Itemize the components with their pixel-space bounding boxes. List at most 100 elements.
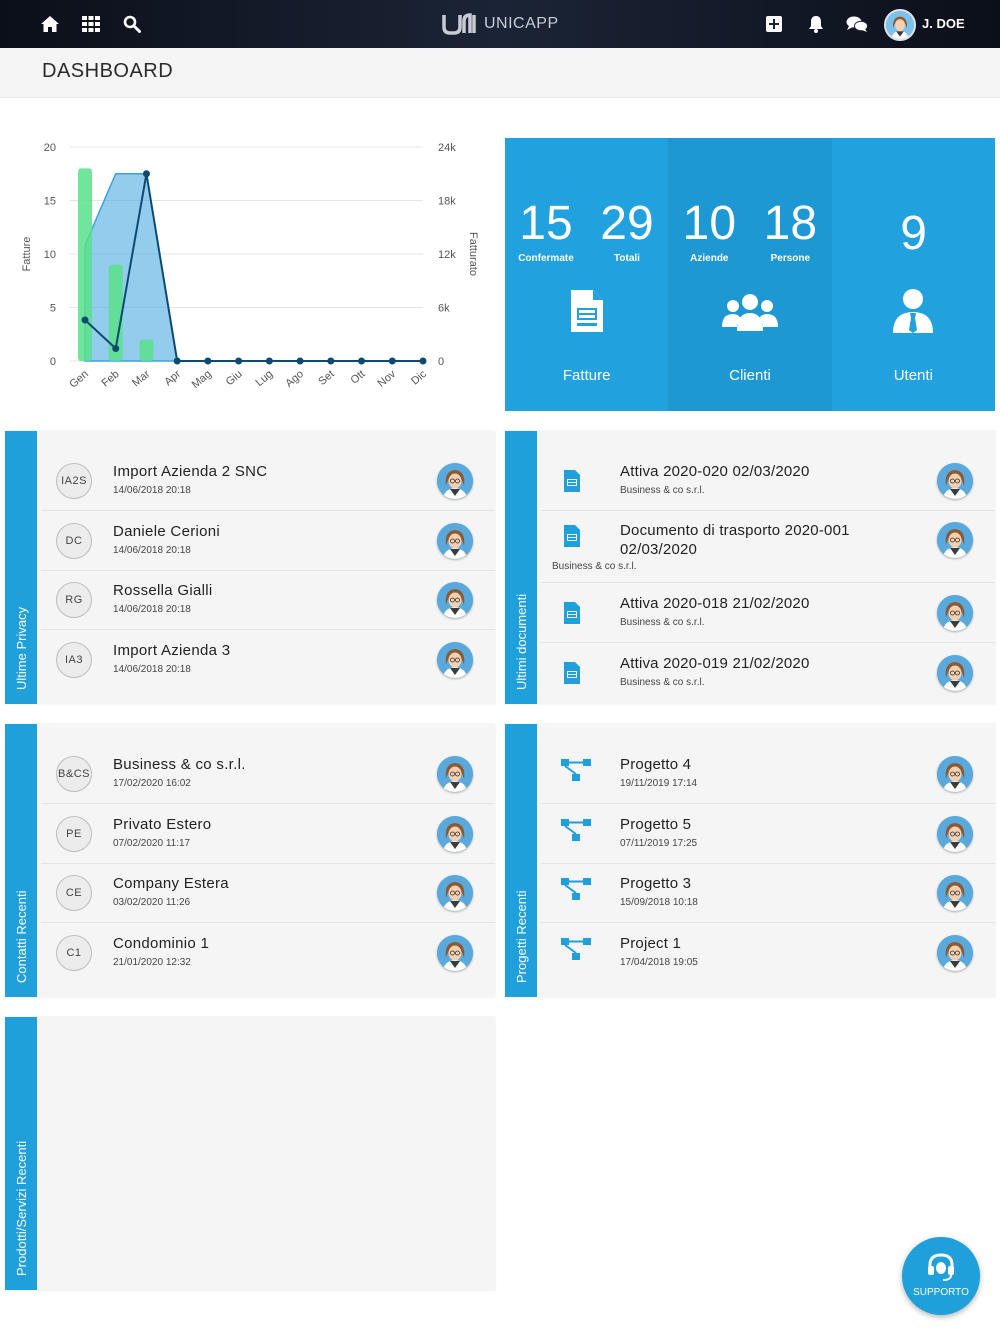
row-title: Attiva 2020-020 02/03/2020: [620, 463, 810, 480]
row-title: Progetto 5: [620, 816, 692, 833]
row-title: Daniele Cerioni: [113, 523, 221, 540]
avatar: [937, 756, 973, 792]
y2-tick-label: 18k: [438, 196, 456, 208]
y2-tick-label: 24k: [438, 142, 456, 154]
page-header: DASHBOARD: [0, 48, 1000, 98]
avatar: [437, 523, 473, 559]
fatture-totali-label: Totali: [614, 253, 640, 264]
users-icon: [721, 293, 779, 338]
headset-icon: [928, 1253, 954, 1281]
contact-row[interactable]: B&CS Business & co s.r.l. 17/02/2020 16:…: [41, 744, 495, 804]
line-point: [81, 316, 89, 324]
support-label: SUPPORTO: [913, 1287, 969, 1298]
project-row[interactable]: Project 1 17/04/2018 19:05: [541, 923, 995, 983]
line-point: [173, 357, 181, 365]
avatar: [437, 642, 473, 678]
bar: [78, 168, 92, 361]
avatar: [937, 816, 973, 852]
y2-tick-label: 6k: [438, 303, 450, 315]
tile-fatture[interactable]: 15 Confermate 29 Totali Fatture: [505, 138, 669, 411]
avatar: [937, 463, 973, 499]
row-date: 14/06/2018 20:18: [113, 485, 191, 496]
fatture-confermate-count: 15: [519, 197, 573, 250]
row-title: Import Azienda 2 SNC: [113, 463, 268, 480]
project-row[interactable]: Progetto 4 19/11/2019 17:14: [541, 744, 995, 804]
brand-name: UNICAPP: [484, 15, 559, 32]
utenti-count: 9: [900, 207, 927, 260]
plus-square-icon[interactable]: [762, 12, 786, 36]
grid-icon[interactable]: [79, 12, 103, 36]
contact-row[interactable]: C1 Condominio 1 21/01/2020 12:32: [41, 923, 495, 983]
y2-tick-label: 0: [438, 356, 444, 368]
y2-axis-label: Fatturato: [467, 232, 479, 276]
avatar: [437, 875, 473, 911]
privacy-row[interactable]: IA3 Import Azienda 3 14/06/2018 20:18: [41, 630, 495, 690]
line-point: [296, 357, 304, 365]
project-row[interactable]: Progetto 5 07/11/2019 17:25: [541, 804, 995, 864]
row-title: Privato Estero: [113, 816, 212, 833]
x-tick-label: Mag: [190, 368, 214, 391]
document-row[interactable]: Attiva 2020-019 21/02/2020 Business & co…: [541, 643, 995, 703]
line-series: [84, 173, 423, 362]
avatar: [937, 522, 973, 558]
row-title: Condominio 1: [113, 935, 210, 952]
tile-utenti[interactable]: 9 Utenti: [831, 138, 995, 411]
contact-row[interactable]: CE Company Estera 03/02/2020 11:26: [41, 863, 495, 923]
tile-utenti-label: Utenti: [893, 367, 933, 384]
initials-badge: PE: [56, 816, 92, 852]
projects-panel-label: Progetti Recenti: [514, 890, 529, 984]
clienti-aziende-label: Aziende: [690, 253, 729, 264]
avatar: [937, 595, 973, 631]
line-point: [265, 357, 273, 365]
x-tick-label: Gen: [67, 368, 91, 391]
project-tree-icon: [561, 758, 593, 787]
avatar: [437, 816, 473, 852]
x-tick-label: Apr: [162, 368, 183, 388]
support-button[interactable]: SUPPORTO: [902, 1237, 980, 1315]
line-point: [358, 357, 366, 365]
row-title: Progetto 4: [620, 756, 692, 773]
project-tree-icon: [561, 937, 593, 966]
projects-panel-tab: Progetti Recenti: [505, 724, 537, 997]
document-row[interactable]: Documento di trasporto 2020-001 02/03/20…: [541, 511, 995, 583]
document-row[interactable]: Attiva 2020-020 02/03/2020 Business & co…: [541, 451, 995, 511]
top-navbar: UNICAPP J. DOE: [0, 0, 1000, 48]
avatar: [437, 935, 473, 971]
area-series: [84, 173, 423, 362]
initials-badge: CE: [56, 875, 92, 911]
home-icon[interactable]: [38, 12, 62, 36]
contacts-panel: Contatti Recenti B&CS Business & co s.r.…: [5, 724, 495, 997]
privacy-row[interactable]: IA2S Import Azienda 2 SNC 14/06/2018 20:…: [41, 451, 495, 511]
row-subtitle: Business & co s.r.l.: [620, 485, 705, 496]
line-point: [235, 357, 243, 365]
row-date: 07/02/2020 11:17: [113, 838, 191, 849]
document-icon: [569, 288, 605, 339]
app-logo[interactable]: UNICAPP: [442, 10, 559, 38]
bell-icon[interactable]: [804, 12, 828, 36]
clienti-aziende-count: 10: [682, 197, 737, 250]
contacts-panel-tab: Contatti Recenti: [5, 724, 37, 997]
privacy-row[interactable]: DC Daniele Cerioni 14/06/2018 20:18: [41, 511, 495, 571]
row-title: Company Estera: [113, 875, 229, 892]
project-row[interactable]: Progetto 3 15/09/2018 10:18: [541, 863, 995, 923]
row-date: 07/11/2019 17:25: [620, 838, 698, 849]
document-row[interactable]: Attiva 2020-018 21/02/2020 Business & co…: [541, 583, 995, 643]
x-tick-label: Mar: [130, 368, 152, 390]
user-name[interactable]: J. DOE: [922, 16, 965, 31]
contact-row[interactable]: PE Privato Estero 07/02/2020 11:17: [41, 804, 495, 864]
contacts-panel-label: Contatti Recenti: [14, 890, 29, 984]
line-point: [327, 357, 335, 365]
user-avatar[interactable]: [884, 9, 916, 41]
tile-clienti[interactable]: 10 Aziende 18 Persone Clienti: [668, 138, 832, 411]
privacy-row[interactable]: RG Rossella Gialli 14/06/2018 20:18: [41, 570, 495, 630]
chat-icon[interactable]: [845, 12, 869, 36]
row-title: Rossella Gialli: [113, 582, 213, 599]
row-date: 14/06/2018 20:18: [113, 664, 191, 675]
y-tick-label: 20: [44, 142, 56, 154]
search-icon[interactable]: [120, 12, 144, 36]
y2-tick-label: 12k: [438, 249, 456, 261]
row-date: 17/04/2018 19:05: [620, 957, 698, 968]
row-subtitle: Business & co s.r.l.: [620, 617, 705, 628]
row-date: 17/02/2020 16:02: [113, 778, 191, 789]
y-tick-label: 10: [44, 249, 56, 261]
